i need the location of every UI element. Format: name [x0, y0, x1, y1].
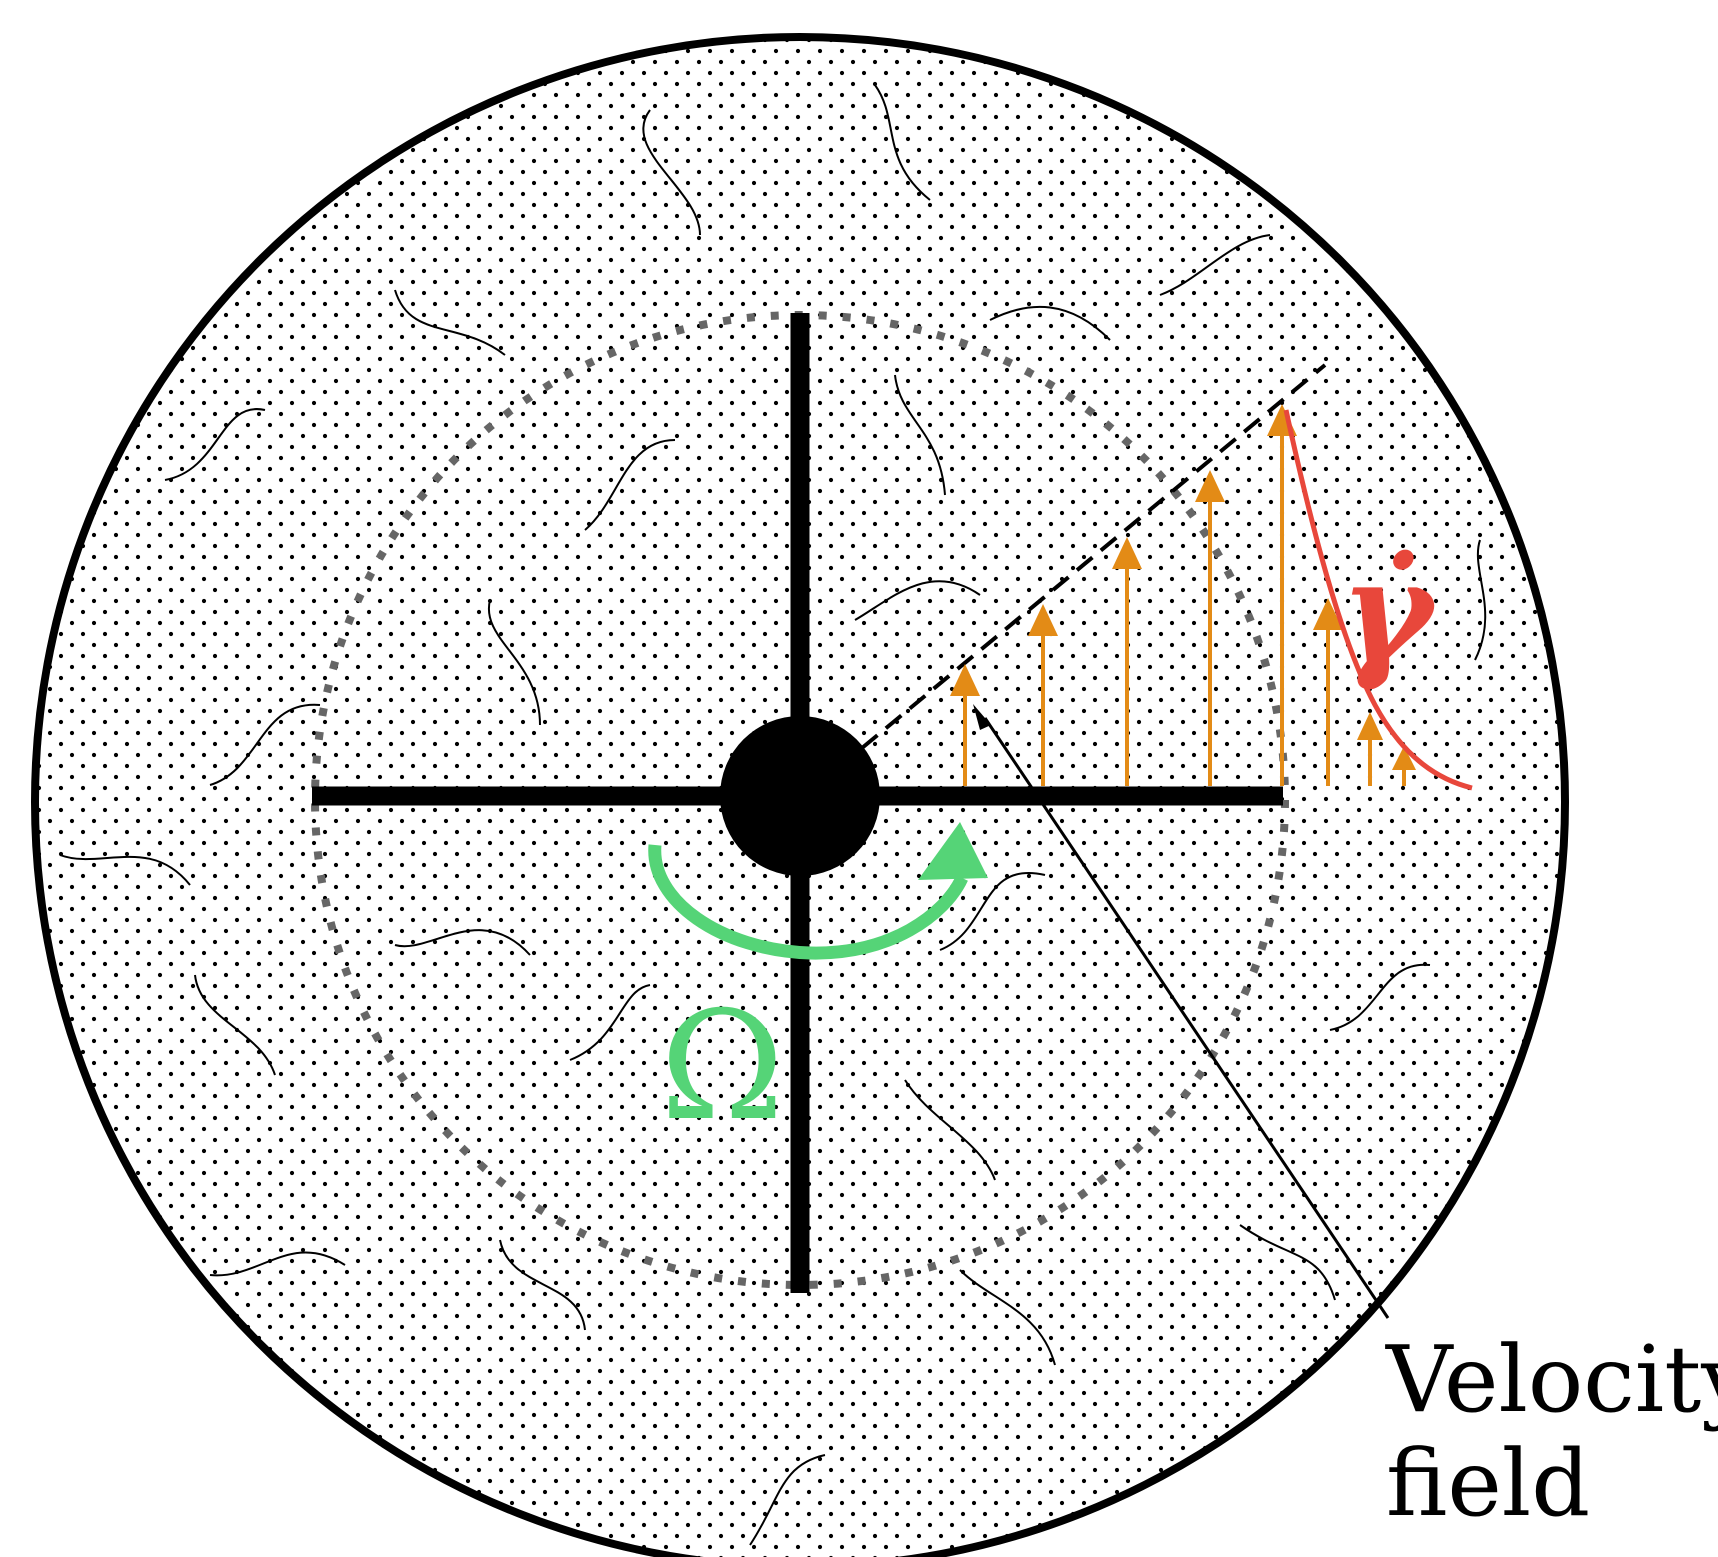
polymer-chains [59, 84, 1487, 1546]
rotation-speed-symbol: Ω [660, 980, 784, 1154]
shear-rate-curve [1283, 409, 1473, 791]
curved-arrow-clockwise-icon [648, 822, 988, 960]
velocity-arrow [1392, 746, 1416, 786]
velocity-envelope-line [860, 363, 1327, 750]
velocity-arrow [1112, 537, 1142, 786]
velocity-arrow [1357, 712, 1383, 786]
impeller-hub [720, 716, 880, 876]
shear-rate-symbol: γ̇ [1340, 530, 1438, 694]
vessel-wall [31, 33, 1569, 1557]
velocity-arrow [1313, 598, 1343, 786]
velocity-arrow [1028, 604, 1058, 786]
velocity-field-label-line-2: field [1386, 1430, 1591, 1537]
velocity-field-label: Velocity field [1386, 1328, 1718, 1536]
impeller [312, 313, 1283, 1293]
velocity-arrow [950, 664, 980, 786]
velocity-field-label-line-1: Velocity [1386, 1326, 1718, 1433]
velocity-field-pointer [973, 704, 1390, 1319]
velocity-arrow [1195, 470, 1225, 786]
velocity-arrows [950, 404, 1416, 786]
